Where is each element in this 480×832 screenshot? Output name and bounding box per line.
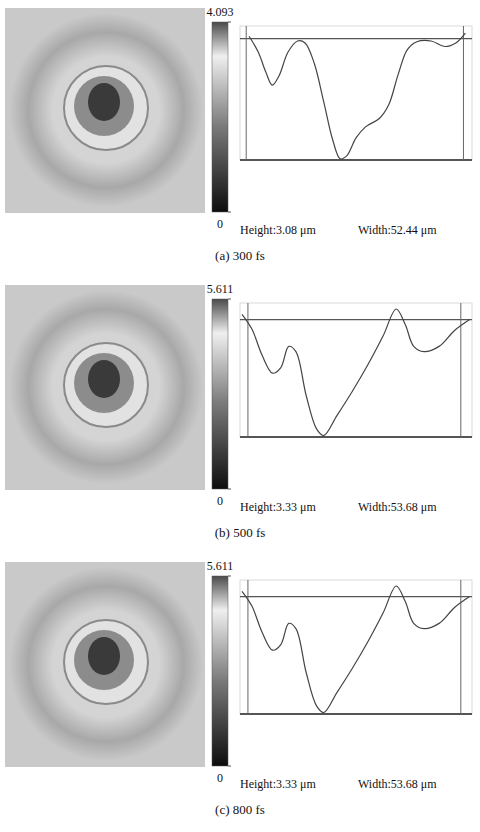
marks <box>242 586 470 713</box>
caption: (b) 500 fs <box>215 525 266 540</box>
profile-line <box>249 33 465 159</box>
annotation: Width:52.44 μm <box>358 223 437 237</box>
crater-pit <box>88 83 120 121</box>
colorbar-tick <box>228 212 231 213</box>
grid-line <box>240 319 472 320</box>
micrograph <box>5 562 205 767</box>
marks <box>249 33 465 159</box>
crater-rim <box>64 620 148 704</box>
marks <box>242 309 470 436</box>
colorbar-scale <box>212 299 228 489</box>
colorbar-tick-label: 4.093 <box>207 5 234 19</box>
grid-line <box>246 26 247 160</box>
crater-rim <box>64 343 148 427</box>
colorbar-tick-label: 0 <box>217 494 223 508</box>
colorbar-tick-label: 5.611 <box>207 282 234 296</box>
crater <box>74 353 134 413</box>
plot-frame <box>240 303 472 437</box>
ablation-ring <box>9 290 203 484</box>
crater <box>74 630 134 690</box>
ablation-ring <box>9 13 203 207</box>
grid-line <box>240 713 472 715</box>
colorbar-tick-label: 0 <box>217 217 223 231</box>
micrograph-ground <box>5 8 205 213</box>
colorbar: 0 5.611 <box>207 282 234 508</box>
colorbar: 0 5.611 <box>207 559 234 785</box>
colorbar-tick <box>228 489 231 490</box>
profile-chart <box>240 26 472 160</box>
panel: 0 5.611 Height:3.33 μm Width:53.68 μm (b) 50… <box>5 282 472 540</box>
ablation-ring <box>9 567 203 761</box>
colorbar-scale <box>212 22 228 212</box>
crater-pit <box>88 637 120 675</box>
micrograph-ground <box>5 562 205 767</box>
colorbar-scale <box>212 576 228 766</box>
plot-frame <box>240 26 472 160</box>
annotation: Height:3.33 μm <box>240 777 316 791</box>
colorbar-tick <box>228 22 231 23</box>
profile-chart <box>240 303 472 437</box>
crater-pit <box>88 360 120 398</box>
plot-frame <box>240 580 472 714</box>
annotation: Width:53.68 μm <box>358 777 437 791</box>
annotation: Height:3.33 μm <box>240 500 316 514</box>
micrograph <box>5 285 205 490</box>
grid-line <box>460 303 461 437</box>
grid-line <box>240 596 472 597</box>
figure: 0 4.093 Height:3.08 μm Width:52.44 μm (a) 30… <box>0 0 480 832</box>
colorbar-tick <box>228 299 231 300</box>
panel: 0 4.093 Height:3.08 μm Width:52.44 μm (a) 30… <box>5 5 472 263</box>
micrograph <box>5 8 205 213</box>
crater-rim <box>64 66 148 150</box>
annotation: Height:3.08 μm <box>240 223 316 237</box>
caption: (c) 800 fs <box>215 802 265 817</box>
annotation: Width:53.68 μm <box>358 500 437 514</box>
grid-line <box>240 436 472 438</box>
profile-line <box>242 586 470 713</box>
profile-chart <box>240 580 472 714</box>
micrograph-ground <box>5 285 205 490</box>
colorbar-tick-label: 5.611 <box>207 559 234 573</box>
colorbar-tick-label: 0 <box>217 771 223 785</box>
crater <box>74 76 134 136</box>
profile-line <box>242 309 470 436</box>
grid-line <box>240 38 472 39</box>
colorbar-tick <box>228 766 231 767</box>
colorbar-tick <box>228 576 231 577</box>
grid-line <box>460 580 461 714</box>
panel: 0 5.611 Height:3.33 μm Width:53.68 μm (c) 80… <box>5 559 472 817</box>
grid-line <box>463 26 464 160</box>
grid-line <box>240 159 472 161</box>
caption: (a) 300 fs <box>215 248 265 263</box>
colorbar: 0 4.093 <box>207 5 234 231</box>
